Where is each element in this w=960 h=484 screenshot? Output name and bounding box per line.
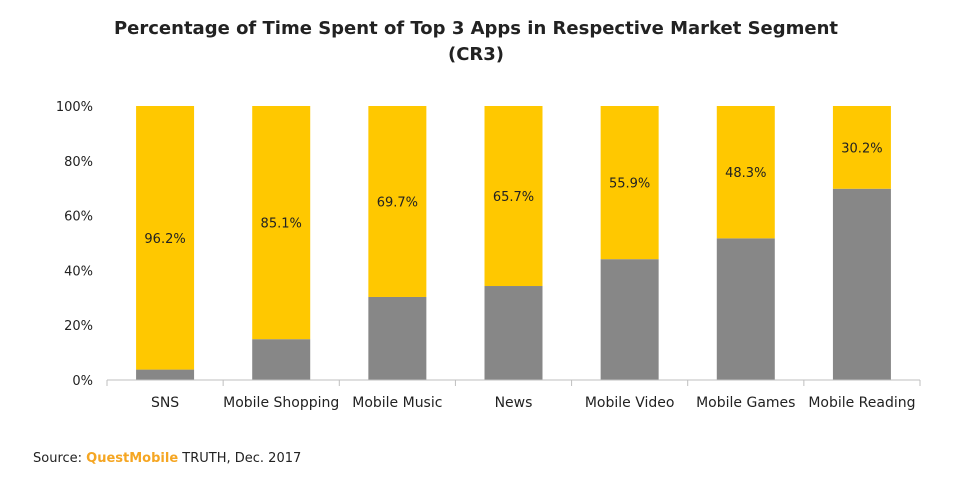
bar-segment-top3 bbox=[484, 106, 543, 287]
data-label: 69.7% bbox=[377, 195, 418, 210]
data-label: 48.3% bbox=[725, 166, 766, 181]
source-suffix: TRUTH, Dec. 2017 bbox=[178, 451, 302, 466]
x-tick-label: News bbox=[495, 395, 533, 411]
chart-title-line-1: Percentage of Time Spent of Top 3 Apps i… bbox=[113, 18, 839, 39]
bar-segment-top3 bbox=[368, 106, 427, 297]
x-tick-label: Mobile Video bbox=[585, 395, 675, 411]
bar-segment-top3 bbox=[252, 106, 311, 340]
bar-segment-top3 bbox=[716, 106, 775, 239]
y-tick-label: 100% bbox=[56, 100, 93, 115]
x-tick-label: Mobile Music bbox=[352, 395, 442, 411]
bar-segment-others bbox=[484, 286, 543, 380]
y-tick-label: 0% bbox=[72, 374, 93, 389]
y-tick-label: 40% bbox=[64, 264, 93, 279]
chart-title: Percentage of Time Spent of Top 3 Apps i… bbox=[0, 16, 952, 68]
bar-segment-top3 bbox=[832, 106, 891, 189]
x-tick-label: Mobile Games bbox=[696, 395, 795, 411]
bar-segment-others bbox=[136, 369, 195, 380]
chart-title-line-2: (CR3) bbox=[447, 44, 505, 65]
bar-segment-others bbox=[832, 188, 891, 380]
data-label: 55.9% bbox=[609, 177, 650, 192]
source-note: Source: QuestMobile TRUTH, Dec. 2017 bbox=[33, 451, 301, 466]
y-tick-label: 20% bbox=[64, 319, 93, 334]
bar-segment-others bbox=[252, 339, 311, 380]
bar-segment-top3 bbox=[600, 106, 659, 260]
source-prefix: Source: bbox=[33, 451, 87, 466]
y-tick-label: 80% bbox=[64, 155, 93, 170]
data-label: 96.2% bbox=[144, 232, 185, 247]
data-label: 30.2% bbox=[841, 141, 882, 156]
data-label: 65.7% bbox=[493, 190, 534, 205]
bar-segment-others bbox=[368, 296, 427, 380]
x-tick-label: Mobile Shopping bbox=[223, 395, 339, 411]
y-tick-label: 60% bbox=[64, 210, 93, 225]
data-label: 85.1% bbox=[261, 217, 302, 232]
source-brand: QuestMobile bbox=[86, 451, 179, 466]
x-tick-label: SNS bbox=[151, 395, 179, 411]
bar-segment-top3 bbox=[136, 106, 195, 370]
x-tick-label: Mobile Reading bbox=[808, 395, 915, 411]
bar-segment-others bbox=[716, 238, 775, 380]
bar-segment-others bbox=[600, 259, 659, 380]
